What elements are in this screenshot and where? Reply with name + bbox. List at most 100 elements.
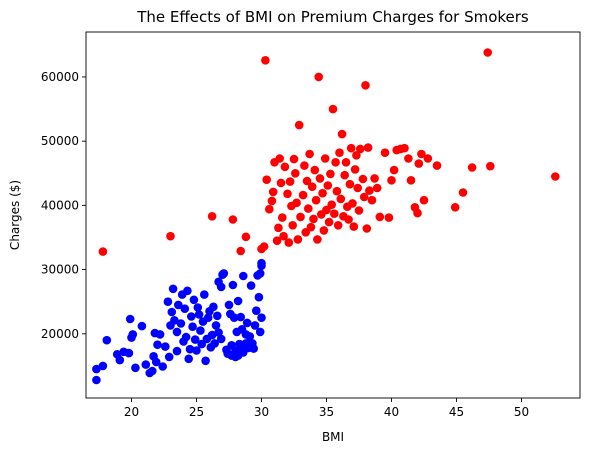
scatter-point xyxy=(404,154,413,163)
scatter-point xyxy=(239,271,248,281)
scatter-point xyxy=(188,322,197,332)
scatter-point xyxy=(346,143,356,153)
scatter-point xyxy=(192,346,201,355)
scatter-point xyxy=(483,48,493,57)
scatter-point xyxy=(164,352,174,362)
scatter-point xyxy=(330,209,339,218)
scatter-point xyxy=(417,149,426,159)
y-axis-label: Charges ($) xyxy=(8,180,22,250)
scatter-point xyxy=(326,169,335,179)
scatter-point xyxy=(176,319,186,328)
scatter-point xyxy=(197,339,206,349)
scatter-point xyxy=(349,222,359,231)
scatter-point xyxy=(189,295,199,305)
scatter-point xyxy=(413,208,422,218)
scatter-point xyxy=(153,340,162,350)
scatter-point xyxy=(167,307,177,317)
scatter-point xyxy=(213,311,222,321)
y-tick-label: 20000 xyxy=(41,327,79,341)
scatter-point xyxy=(319,226,329,235)
scatter-point xyxy=(194,310,204,319)
scatter-point xyxy=(389,165,399,175)
scatter-point xyxy=(335,148,344,157)
scatter-point xyxy=(284,238,294,247)
scatter-point xyxy=(307,182,317,191)
scatter-point xyxy=(185,344,195,354)
scatter-point xyxy=(251,306,261,316)
scatter-point xyxy=(193,303,203,312)
scatter-point xyxy=(265,204,274,214)
scatter-point xyxy=(400,143,409,153)
scatter-point xyxy=(170,316,179,325)
scatter-point xyxy=(229,313,239,323)
scatter-point xyxy=(352,151,361,160)
scatter-point xyxy=(419,195,429,205)
scatter-point xyxy=(327,200,337,209)
y-tick-label: 30000 xyxy=(41,263,79,277)
scatter-point xyxy=(219,269,229,278)
scatter-point xyxy=(172,327,182,337)
scatter-point xyxy=(333,221,343,230)
scatter-point xyxy=(296,212,305,222)
scatter-point xyxy=(315,174,325,183)
scatter-point xyxy=(361,81,370,90)
scatter-point xyxy=(363,143,373,152)
scatter-point xyxy=(354,206,364,215)
scatter-point xyxy=(228,280,238,290)
x-tick-label: 30 xyxy=(254,405,269,419)
scatter-point xyxy=(158,362,167,371)
scatter-point xyxy=(125,314,135,324)
scatter-point xyxy=(336,194,346,204)
scatter-point xyxy=(467,163,477,172)
scatter-point xyxy=(406,176,416,185)
scatter-point xyxy=(151,357,161,367)
scatter-point xyxy=(255,327,265,337)
x-axis: 20 25 30 35 40 45 50 xyxy=(124,398,529,419)
scatter-point xyxy=(365,186,374,195)
scatter-point xyxy=(209,302,218,312)
scatter-point xyxy=(292,198,301,208)
x-tick-label: 25 xyxy=(189,405,204,419)
scatter-point xyxy=(486,161,495,171)
scatter-point xyxy=(257,313,266,323)
y-tick-label: 50000 xyxy=(41,134,79,148)
scatter-point xyxy=(458,188,468,197)
scatter-point xyxy=(350,165,360,174)
scatter-point xyxy=(224,300,234,310)
scatter-point xyxy=(344,215,353,224)
y-axis: 20000 30000 40000 50000 60000 xyxy=(41,70,86,341)
scatter-point xyxy=(275,154,285,163)
scatter-point xyxy=(341,158,351,167)
scatter-point xyxy=(280,162,290,172)
scatter-point xyxy=(300,161,309,170)
scatter-point xyxy=(242,318,252,328)
scatter-point xyxy=(384,213,394,222)
scatter-point xyxy=(168,284,178,294)
scatter-point xyxy=(289,154,299,164)
scatter-point xyxy=(324,217,334,227)
scatter-point xyxy=(200,290,209,299)
scatter-point xyxy=(245,332,255,341)
scatter-point xyxy=(259,242,269,251)
scatter-point xyxy=(216,334,226,344)
scatter-point xyxy=(358,174,368,184)
scatter-point xyxy=(181,332,191,342)
scatter-point xyxy=(174,300,183,310)
scatter-point xyxy=(362,224,372,233)
scatter-point xyxy=(233,296,243,306)
scatter-point xyxy=(190,335,200,344)
scatter-point xyxy=(124,348,134,358)
scatter-point xyxy=(380,148,390,157)
scatter-point xyxy=(332,186,342,196)
scatter-point xyxy=(331,158,340,167)
scatter-point xyxy=(293,235,303,244)
scatter-point xyxy=(274,223,283,233)
scatter-point xyxy=(128,330,138,339)
scatter-point xyxy=(370,174,379,183)
scatter-point xyxy=(137,321,147,331)
x-tick-label: 50 xyxy=(514,405,529,419)
scatter-point xyxy=(155,330,165,339)
plot-frame xyxy=(85,31,581,399)
scatter-point xyxy=(375,212,385,222)
